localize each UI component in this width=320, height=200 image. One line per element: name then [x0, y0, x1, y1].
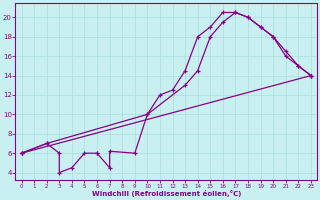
X-axis label: Windchill (Refroidissement éolien,°C): Windchill (Refroidissement éolien,°C)	[92, 190, 241, 197]
